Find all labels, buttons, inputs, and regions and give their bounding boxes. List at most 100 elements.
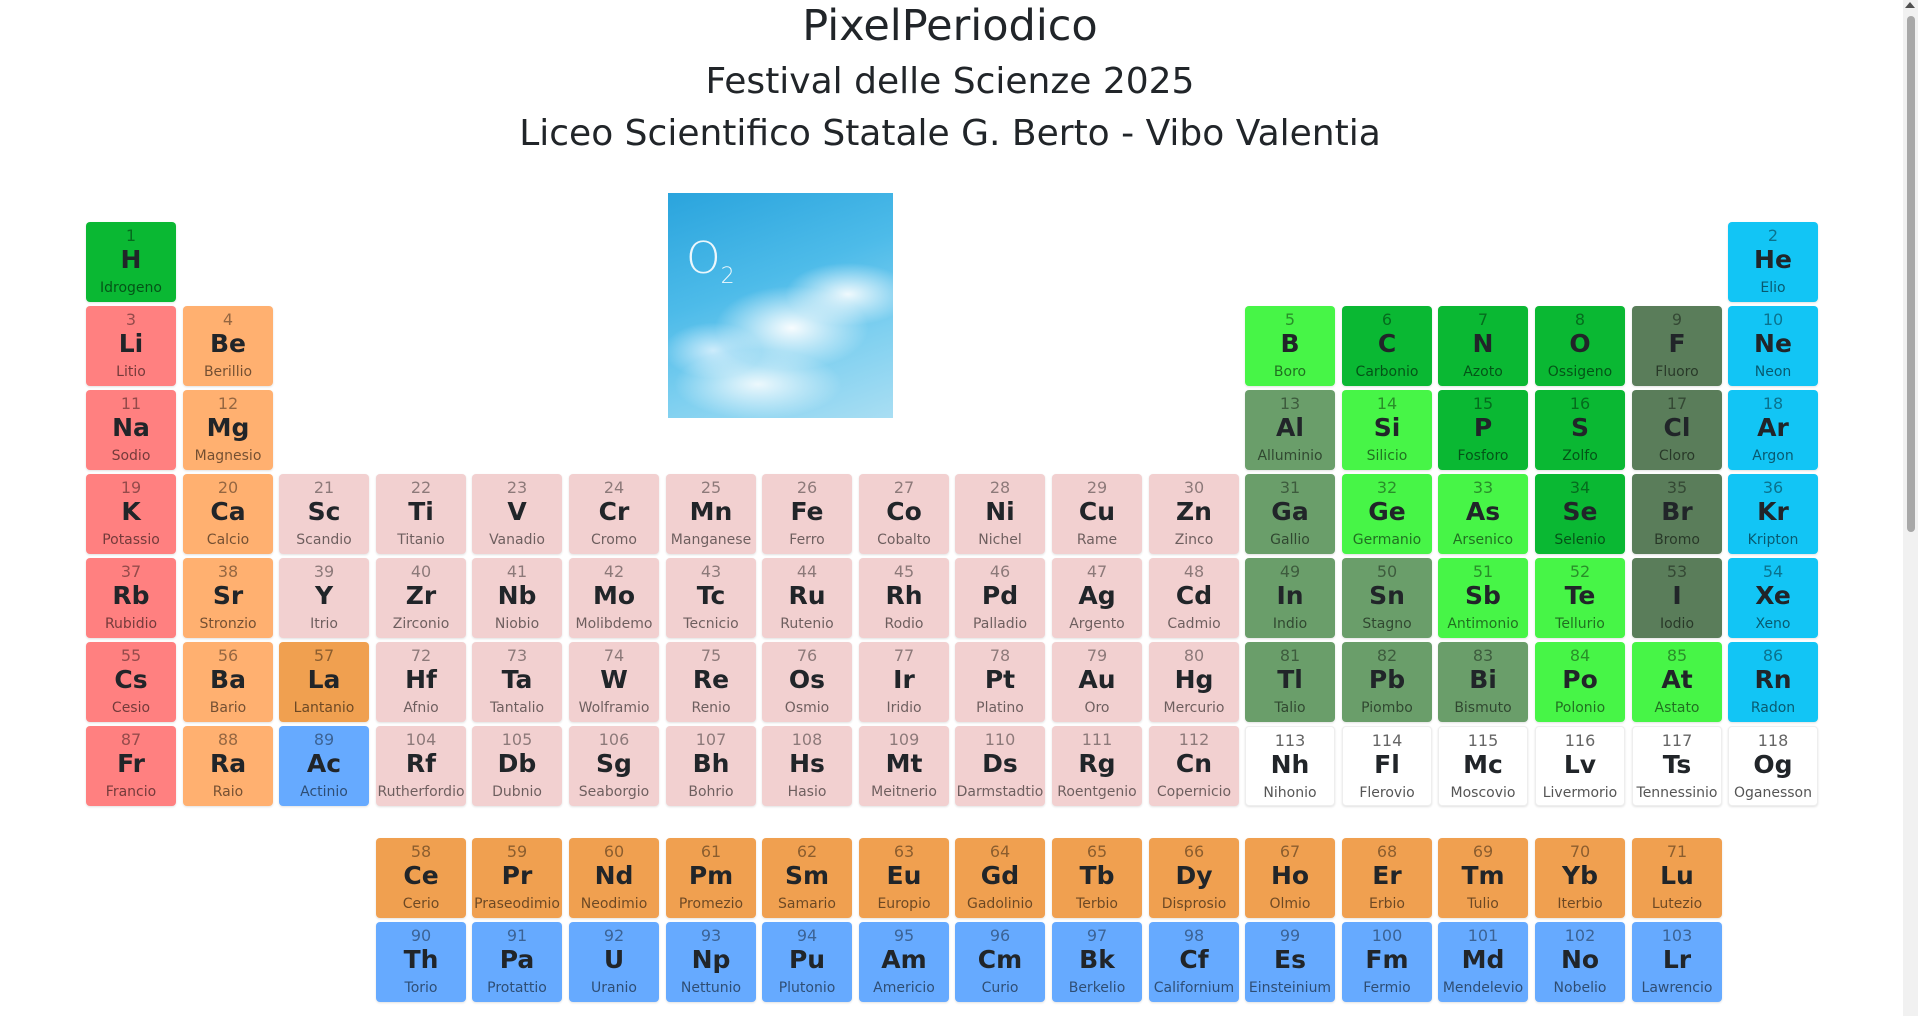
element-pa[interactable]: 91 Pa Protattio bbox=[472, 922, 562, 1002]
element-nh[interactable]: 113 Nh Nihonio bbox=[1245, 726, 1335, 806]
element-sn[interactable]: 50 Sn Stagno bbox=[1342, 558, 1432, 638]
element-ts[interactable]: 117 Ts Tennessinio bbox=[1632, 726, 1722, 806]
element-tc[interactable]: 43 Tc Tecnicio bbox=[666, 558, 756, 638]
element-zn[interactable]: 30 Zn Zinco bbox=[1149, 474, 1239, 554]
element-nd[interactable]: 60 Nd Neodimio bbox=[569, 838, 659, 918]
element-ce[interactable]: 58 Ce Cerio bbox=[376, 838, 466, 918]
element-co[interactable]: 27 Co Cobalto bbox=[859, 474, 949, 554]
element-rg[interactable]: 111 Rg Roentgenio bbox=[1052, 726, 1142, 806]
element-in[interactable]: 49 In Indio bbox=[1245, 558, 1335, 638]
element-rb[interactable]: 37 Rb Rubidio bbox=[86, 558, 176, 638]
element-ni[interactable]: 28 Ni Nichel bbox=[955, 474, 1045, 554]
element-sm[interactable]: 62 Sm Samario bbox=[762, 838, 852, 918]
element-na[interactable]: 11 Na Sodio bbox=[86, 390, 176, 470]
element-as[interactable]: 33 As Arsenico bbox=[1438, 474, 1528, 554]
element-u[interactable]: 92 U Uranio bbox=[569, 922, 659, 1002]
element-pm[interactable]: 61 Pm Promezio bbox=[666, 838, 756, 918]
element-mn[interactable]: 25 Mn Manganese bbox=[666, 474, 756, 554]
element-lu[interactable]: 71 Lu Lutezio bbox=[1632, 838, 1722, 918]
element-ds[interactable]: 110 Ds Darmstadtio bbox=[955, 726, 1045, 806]
element-er[interactable]: 68 Er Erbio bbox=[1342, 838, 1432, 918]
element-cf[interactable]: 98 Cf Californium bbox=[1149, 922, 1239, 1002]
element-v[interactable]: 23 V Vanadio bbox=[472, 474, 562, 554]
element-si[interactable]: 14 Si Silicio bbox=[1342, 390, 1432, 470]
element-ba[interactable]: 56 Ba Bario bbox=[183, 642, 273, 722]
element-mo[interactable]: 42 Mo Molibdemo bbox=[569, 558, 659, 638]
element-kr[interactable]: 36 Kr Kripton bbox=[1728, 474, 1818, 554]
element-se[interactable]: 34 Se Selenio bbox=[1535, 474, 1625, 554]
element-sb[interactable]: 51 Sb Antimonio bbox=[1438, 558, 1528, 638]
element-hs[interactable]: 108 Hs Hasio bbox=[762, 726, 852, 806]
element-cs[interactable]: 55 Cs Cesio bbox=[86, 642, 176, 722]
element-gd[interactable]: 64 Gd Gadolinio bbox=[955, 838, 1045, 918]
element-ga[interactable]: 31 Ga Gallio bbox=[1245, 474, 1335, 554]
element-he[interactable]: 2 He Elio bbox=[1728, 222, 1818, 302]
element-rf[interactable]: 104 Rf Rutherfordio bbox=[376, 726, 466, 806]
element-hg[interactable]: 80 Hg Mercurio bbox=[1149, 642, 1239, 722]
element-ge[interactable]: 32 Ge Germanio bbox=[1342, 474, 1432, 554]
element-cr[interactable]: 24 Cr Cromo bbox=[569, 474, 659, 554]
element-fl[interactable]: 114 Fl Flerovio bbox=[1342, 726, 1432, 806]
element-zr[interactable]: 40 Zr Zirconio bbox=[376, 558, 466, 638]
element-os[interactable]: 76 Os Osmio bbox=[762, 642, 852, 722]
element-xe[interactable]: 54 Xe Xeno bbox=[1728, 558, 1818, 638]
element-rh[interactable]: 45 Rh Rodio bbox=[859, 558, 949, 638]
element-pb[interactable]: 82 Pb Piombo bbox=[1342, 642, 1432, 722]
element-h[interactable]: 1 H Idrogeno bbox=[86, 222, 176, 302]
element-at[interactable]: 85 At Astato bbox=[1632, 642, 1722, 722]
element-mg[interactable]: 12 Mg Magnesio bbox=[183, 390, 273, 470]
element-ir[interactable]: 77 Ir Iridio bbox=[859, 642, 949, 722]
element-bk[interactable]: 97 Bk Berkelio bbox=[1052, 922, 1142, 1002]
scrollbar-thumb[interactable] bbox=[1907, 16, 1915, 532]
element-lr[interactable]: 103 Lr Lawrencio bbox=[1632, 922, 1722, 1002]
element-rn[interactable]: 86 Rn Radon bbox=[1728, 642, 1818, 722]
element-mt[interactable]: 109 Mt Meitnerio bbox=[859, 726, 949, 806]
element-dy[interactable]: 66 Dy Disprosio bbox=[1149, 838, 1239, 918]
element-cn[interactable]: 112 Cn Copernicio bbox=[1149, 726, 1239, 806]
element-ho[interactable]: 67 Ho Olmio bbox=[1245, 838, 1335, 918]
element-be[interactable]: 4 Be Berillio bbox=[183, 306, 273, 386]
element-no[interactable]: 102 No Nobelio bbox=[1535, 922, 1625, 1002]
element-b[interactable]: 5 B Boro bbox=[1245, 306, 1335, 386]
element-sc[interactable]: 21 Sc Scandio bbox=[279, 474, 369, 554]
element-cm[interactable]: 96 Cm Curio bbox=[955, 922, 1045, 1002]
element-ca[interactable]: 20 Ca Calcio bbox=[183, 474, 273, 554]
element-y[interactable]: 39 Y Itrio bbox=[279, 558, 369, 638]
element-te[interactable]: 52 Te Tellurio bbox=[1535, 558, 1625, 638]
element-pu[interactable]: 94 Pu Plutonio bbox=[762, 922, 852, 1002]
element-w[interactable]: 74 W Wolframio bbox=[569, 642, 659, 722]
element-ra[interactable]: 88 Ra Raio bbox=[183, 726, 273, 806]
element-o[interactable]: 8 O Ossigeno bbox=[1535, 306, 1625, 386]
element-ti[interactable]: 22 Ti Titanio bbox=[376, 474, 466, 554]
element-fr[interactable]: 87 Fr Francio bbox=[86, 726, 176, 806]
element-fm[interactable]: 100 Fm Fermio bbox=[1342, 922, 1432, 1002]
element-yb[interactable]: 70 Yb Iterbio bbox=[1535, 838, 1625, 918]
element-pt[interactable]: 78 Pt Platino bbox=[955, 642, 1045, 722]
element-k[interactable]: 19 K Potassio bbox=[86, 474, 176, 554]
element-md[interactable]: 101 Md Mendelevio bbox=[1438, 922, 1528, 1002]
element-pr[interactable]: 59 Pr Praseodimio bbox=[472, 838, 562, 918]
element-la[interactable]: 57 La Lantanio bbox=[279, 642, 369, 722]
element-al[interactable]: 13 Al Alluminio bbox=[1245, 390, 1335, 470]
element-tl[interactable]: 81 Tl Talio bbox=[1245, 642, 1335, 722]
element-ta[interactable]: 73 Ta Tantalio bbox=[472, 642, 562, 722]
element-ne[interactable]: 10 Ne Neon bbox=[1728, 306, 1818, 386]
element-pd[interactable]: 46 Pd Palladio bbox=[955, 558, 1045, 638]
element-cl[interactable]: 17 Cl Cloro bbox=[1632, 390, 1722, 470]
element-n[interactable]: 7 N Azoto bbox=[1438, 306, 1528, 386]
element-nb[interactable]: 41 Nb Niobio bbox=[472, 558, 562, 638]
element-i[interactable]: 53 I Iodio bbox=[1632, 558, 1722, 638]
element-cu[interactable]: 29 Cu Rame bbox=[1052, 474, 1142, 554]
element-ru[interactable]: 44 Ru Rutenio bbox=[762, 558, 852, 638]
element-hf[interactable]: 72 Hf Afnio bbox=[376, 642, 466, 722]
element-li[interactable]: 3 Li Litio bbox=[86, 306, 176, 386]
element-f[interactable]: 9 F Fluoro bbox=[1632, 306, 1722, 386]
element-c[interactable]: 6 C Carbonio bbox=[1342, 306, 1432, 386]
element-sg[interactable]: 106 Sg Seaborgio bbox=[569, 726, 659, 806]
element-p[interactable]: 15 P Fosforo bbox=[1438, 390, 1528, 470]
element-tb[interactable]: 65 Tb Terbio bbox=[1052, 838, 1142, 918]
element-fe[interactable]: 26 Fe Ferro bbox=[762, 474, 852, 554]
element-th[interactable]: 90 Th Torio bbox=[376, 922, 466, 1002]
element-po[interactable]: 84 Po Polonio bbox=[1535, 642, 1625, 722]
element-lv[interactable]: 116 Lv Livermorio bbox=[1535, 726, 1625, 806]
